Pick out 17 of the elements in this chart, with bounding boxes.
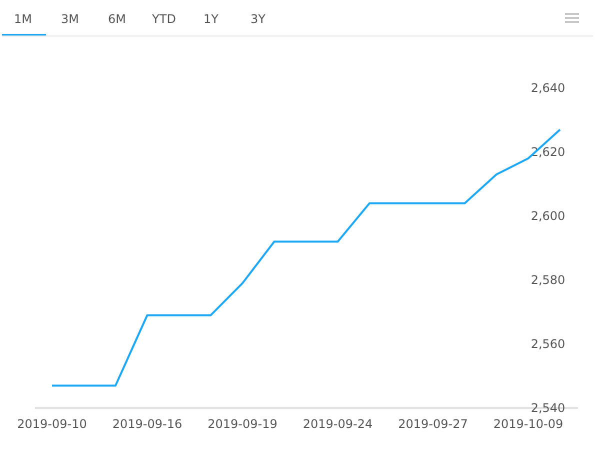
x-tick-label: 2019-09-27 (398, 417, 468, 431)
x-tick-label: 2019-10-09 (493, 417, 564, 431)
text: 3M (61, 12, 79, 26)
x-tick-label: 2019-09-19 (208, 417, 278, 431)
x-tick-label: 2019-09-24 (302, 417, 373, 431)
text: 6M (108, 12, 126, 26)
y-tick-label: 2,640 (530, 81, 566, 96)
text: YTD (151, 12, 176, 26)
x-tick-label: 2019-09-16 (112, 417, 182, 431)
text: 1M (14, 12, 32, 26)
y-tick-label: 2,580 (530, 273, 566, 288)
y-tick-label: 2,600 (530, 209, 566, 224)
text: 3Y (250, 12, 266, 26)
x-tick-label: 2019-09-10 (17, 417, 87, 431)
y-tick-label: 2,540 (530, 401, 566, 416)
text: 1Y (204, 12, 220, 26)
y-tick-label: 2,560 (530, 337, 566, 352)
